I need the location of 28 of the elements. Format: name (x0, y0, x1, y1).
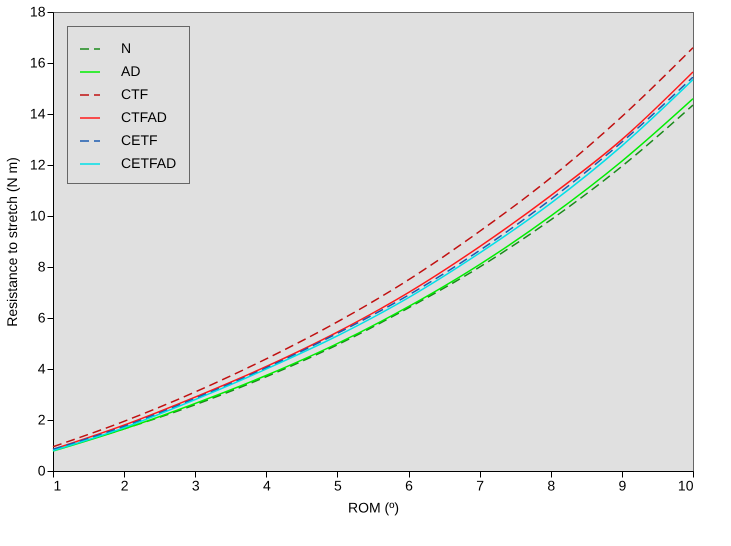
y-tick-label: 8 (38, 258, 46, 274)
y-tick-label: 0 (38, 462, 46, 478)
y-tick-label: 16 (30, 54, 46, 70)
y-tick-label: 18 (30, 4, 46, 20)
x-tick-label: 10 (678, 478, 694, 494)
x-tick-label: 5 (334, 478, 342, 494)
y-tick-label: 2 (38, 412, 46, 428)
x-tick-label: 1 (54, 478, 62, 494)
x-tick-label: 9 (618, 478, 626, 494)
x-axis-title: ROM (º) (348, 500, 399, 516)
x-tick-label: 4 (262, 478, 271, 494)
legend-label: N (121, 40, 132, 56)
x-tick-label: 3 (192, 478, 200, 494)
legend-label: CTF (121, 86, 148, 102)
legend-label: AD (121, 63, 140, 79)
legend-label: CTFAD (121, 109, 167, 125)
y-tick-label: 10 (30, 208, 46, 224)
x-tick-label: 7 (476, 478, 484, 494)
legend-label: CETFAD (121, 155, 176, 171)
y-axis-title: Resistance to stretch (N m) (4, 157, 20, 327)
y-tick-label: 12 (30, 156, 46, 172)
y-tick-label: 6 (38, 310, 46, 326)
y-tick-label: 4 (38, 360, 46, 376)
legend-label: CETF (121, 132, 158, 148)
y-tick-label: 14 (30, 106, 46, 122)
x-tick-label: 2 (120, 478, 129, 494)
x-tick-label: 6 (405, 478, 414, 494)
x-tick-label: 8 (547, 478, 556, 494)
